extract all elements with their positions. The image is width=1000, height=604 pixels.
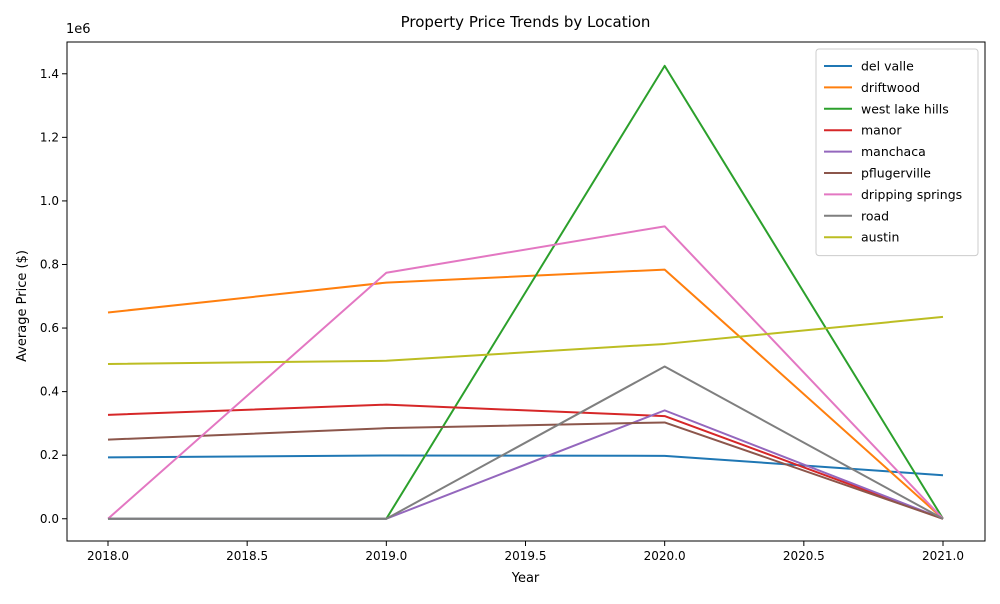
legend-label: manor	[861, 123, 902, 138]
x-tick-label: 2019.5	[505, 549, 547, 563]
legend: del valle driftwood west lake hills manor ma…	[815, 48, 979, 257]
series-line-road	[108, 365, 944, 520]
series-line-dripping-springs	[107, 225, 944, 520]
legend-label: del valle	[861, 59, 914, 74]
series-line-pflugerville	[107, 421, 944, 520]
x-tick-label: 2020.5	[783, 549, 825, 563]
legend-label: pflugerville	[861, 166, 931, 181]
chart-title: Property Price Trends by Location	[401, 13, 651, 31]
x-tick-label: 2020.0	[644, 549, 686, 563]
y-tick-label: 1.4	[40, 67, 59, 81]
legend-label: driftwood	[861, 80, 920, 95]
x-tick-label: 2019.0	[365, 549, 407, 563]
x-tick-label: 2018.0	[87, 549, 129, 563]
series-line-austin	[107, 315, 944, 365]
y-tick-label: 0.2	[40, 448, 59, 462]
y-axis-offset-label: 1e6	[66, 22, 91, 37]
series-line-manchaca	[108, 409, 944, 520]
legend-label: austin	[861, 230, 899, 245]
x-tick-label: 2018.5	[226, 549, 268, 563]
y-tick-label: 1.2	[40, 130, 59, 144]
series-line-manor	[107, 403, 944, 520]
legend-box	[815, 48, 979, 257]
legend-label: manchaca	[861, 144, 926, 159]
y-tick-label: 0.8	[40, 257, 59, 271]
legend-label: west lake hills	[861, 101, 949, 116]
plot-area: 2018.0 2018.5 2019.0 2019.5 2020.0 2020.5 2021…	[40, 41, 986, 563]
x-axis-label: Year	[511, 571, 540, 586]
legend-label: dripping springs	[861, 187, 962, 202]
y-axis-label: Average Price ($)	[15, 250, 30, 362]
y-tick-label: 0.4	[40, 385, 59, 399]
series-line-driftwood	[107, 268, 944, 520]
legend-label: road	[861, 208, 889, 223]
y-tick-label: 0.0	[40, 512, 59, 526]
x-tick-label: 2021.0	[922, 549, 964, 563]
y-tick-label: 1.0	[40, 194, 59, 208]
y-tick-label: 0.6	[40, 321, 59, 335]
